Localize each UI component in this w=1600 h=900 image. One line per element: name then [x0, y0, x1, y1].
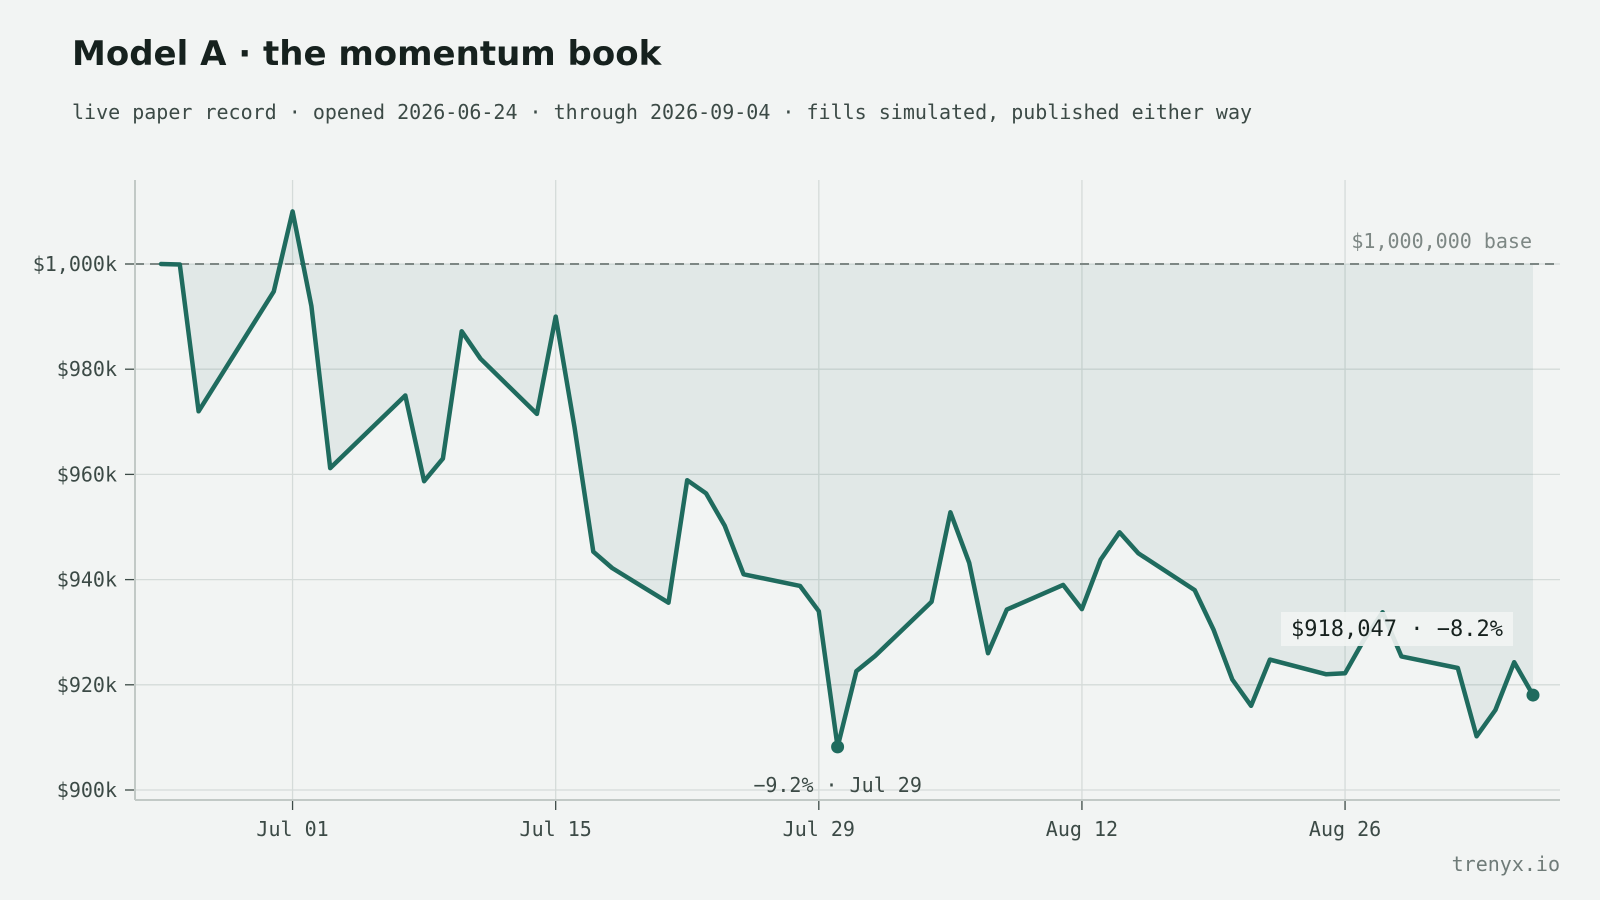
- y-tick-label: $980k: [57, 357, 117, 381]
- chart-subtitle: live paper record · opened 2026-06-24 · …: [72, 100, 1253, 124]
- x-tick-label: Jul 29: [783, 817, 855, 841]
- x-tick-label: Jul 15: [520, 817, 592, 841]
- drawdown-fill: [161, 211, 1533, 747]
- last-value-label-bg: [1281, 612, 1513, 646]
- y-tick-label: $960k: [57, 462, 117, 486]
- trough-label: −9.2% · Jul 29: [753, 773, 922, 797]
- axes: $900k $920k $940k $960k $980k $1,000k Jul 01 Ju…: [33, 180, 1560, 841]
- y-tick-label: $1,000k: [33, 252, 117, 276]
- drawdown-area: [161, 211, 1533, 747]
- chart-title: Model A · the momentum book: [72, 34, 662, 74]
- annotations: −9.2% · Jul 29 $918,047 · −8.2%: [753, 612, 1540, 797]
- grid-lines: [135, 180, 1560, 800]
- x-tick-label: Aug 26: [1309, 817, 1381, 841]
- x-tick-label: Jul 01: [256, 817, 328, 841]
- y-tick-label: $900k: [57, 778, 117, 802]
- baseline-label: $1,000,000 base: [1351, 229, 1532, 253]
- equity-line: [158, 209, 1536, 750]
- y-tick-label: $920k: [57, 673, 117, 697]
- y-tick-label: $940k: [57, 568, 117, 592]
- equity-series: [158, 209, 1536, 750]
- x-tick-label: Aug 12: [1046, 817, 1118, 841]
- trough-marker: [831, 740, 845, 754]
- last-value-label: $918,047 · −8.2%: [1291, 617, 1503, 642]
- baseline-group: $1,000,000 base: [135, 229, 1560, 265]
- last-value-marker: [1526, 688, 1540, 702]
- site-credit: trenyx.io: [1451, 852, 1560, 876]
